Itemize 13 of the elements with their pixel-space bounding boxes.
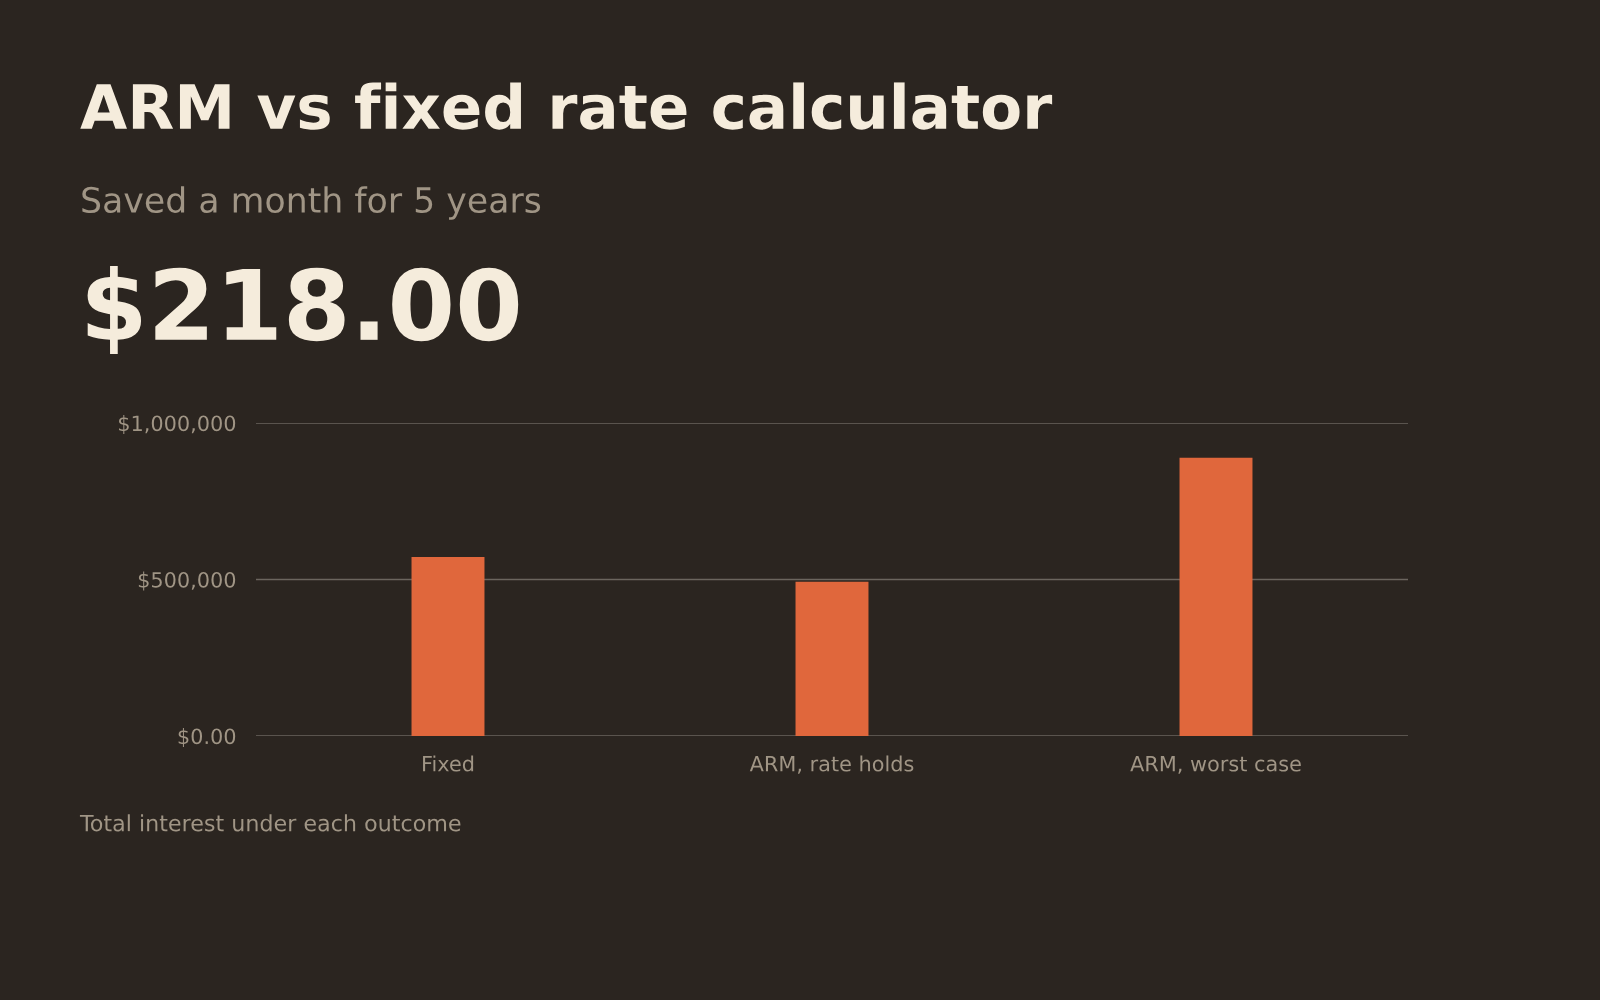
text: Total interest under each outcome — [79, 814, 461, 832]
bar — [795, 581, 869, 736]
x-tick-label: ARM, worst case — [1130, 756, 1301, 774]
text: $218.00 — [87, 265, 519, 355]
chart-subtitle: Saved a month for 5 years — [82, 186, 541, 220]
x-tick-label: ARM, rate holds — [749, 755, 914, 774]
y-tick-label: $500,000 — [138, 571, 236, 591]
bar — [1179, 457, 1253, 736]
bar — [411, 556, 485, 736]
y-tick-label: $1,000,000 — [119, 415, 236, 434]
x-tick-label: Fixed — [423, 755, 474, 772]
chart-title: ARM vs fixed rate calculator — [80, 82, 1053, 130]
y-tick-label: $0.00 — [178, 728, 236, 747]
